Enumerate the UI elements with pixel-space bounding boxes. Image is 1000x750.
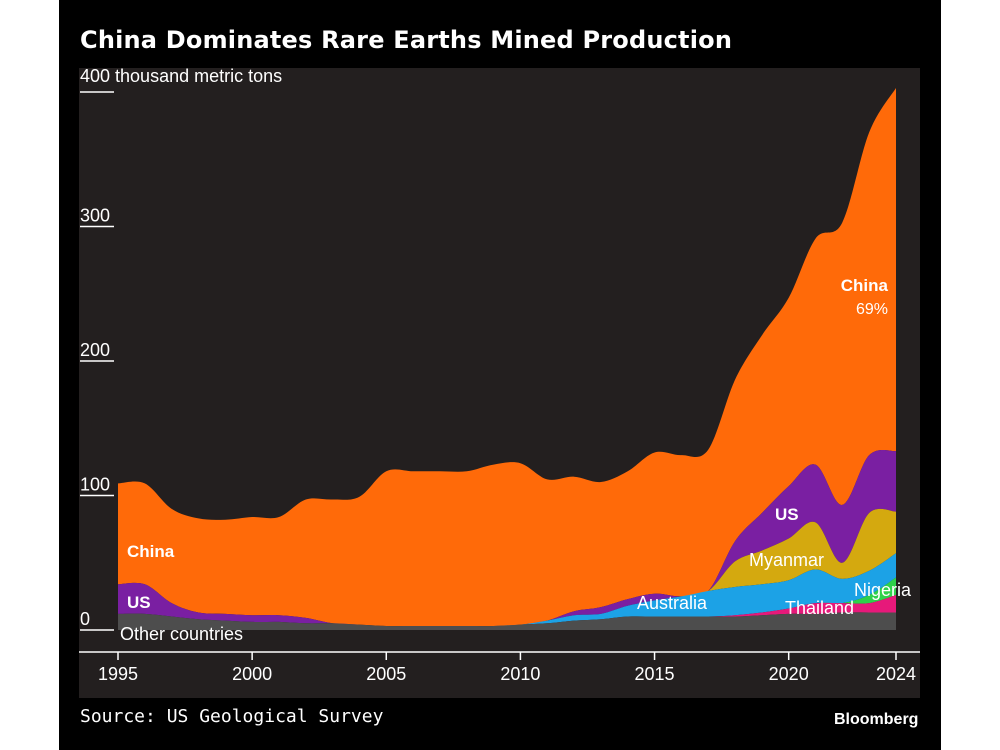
series-labels: China US Other countries Australia Myanm…	[120, 276, 912, 644]
area-australia	[118, 553, 896, 627]
x-axis: 1995 2000 2005 2010 2015 2020 2024	[79, 651, 920, 684]
chart-title: China Dominates Rare Earths Mined Produc…	[80, 26, 733, 54]
y-tick-label: 300	[80, 206, 110, 226]
area-myanmar	[118, 508, 896, 627]
area-other-countries	[118, 612, 896, 630]
label-other-countries: Other countries	[120, 624, 243, 644]
label-us-left: US	[127, 593, 151, 612]
x-tick-label: 2024	[876, 664, 916, 684]
label-thailand: Thailand	[785, 598, 854, 618]
area-us	[118, 449, 896, 627]
x-tick-label: 2020	[769, 664, 809, 684]
y-axis-unit-label: 400 thousand metric tons	[80, 66, 282, 86]
x-tick-label: 2010	[500, 664, 540, 684]
brand-logo: Bloomberg	[834, 711, 919, 728]
y-axis: 0 100 200 300 400 thousand metric tons	[80, 66, 282, 631]
x-tick-label: 2005	[366, 664, 406, 684]
label-myanmar: Myanmar	[749, 550, 824, 570]
label-nigeria: Nigeria	[854, 580, 912, 600]
label-china-share: 69%	[856, 301, 888, 318]
label-australia: Australia	[637, 593, 708, 613]
label-us-right: US	[775, 505, 799, 524]
x-tick-label: 2015	[635, 664, 675, 684]
area-layers	[118, 88, 896, 630]
x-tick-label: 2000	[232, 664, 272, 684]
label-china-right: China	[841, 276, 889, 295]
source-note: Source: US Geological Survey	[80, 706, 384, 727]
y-tick-label: 0	[80, 609, 90, 629]
label-china-left: China	[127, 542, 175, 561]
x-tick-label: 1995	[98, 664, 138, 684]
area-china	[118, 88, 896, 627]
y-tick-label: 200	[80, 340, 110, 360]
y-tick-label: 100	[80, 475, 110, 495]
